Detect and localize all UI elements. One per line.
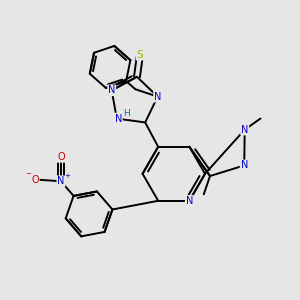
Text: H: H — [123, 109, 130, 118]
Text: +: + — [64, 173, 70, 179]
Text: N: N — [241, 124, 248, 135]
Text: N: N — [154, 92, 161, 102]
Text: O: O — [31, 175, 39, 185]
Text: O: O — [57, 152, 65, 162]
Text: N: N — [108, 85, 116, 95]
Text: N: N — [186, 196, 193, 206]
Text: N: N — [115, 113, 122, 124]
Text: N: N — [241, 160, 248, 170]
Text: S: S — [137, 50, 143, 60]
Text: N: N — [57, 176, 64, 186]
Text: −: − — [25, 171, 31, 177]
